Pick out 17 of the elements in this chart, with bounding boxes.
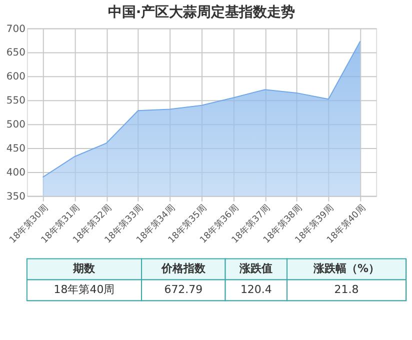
text: 21.8 bbox=[334, 283, 359, 296]
y-tick-label: 600 bbox=[6, 72, 26, 83]
y-tick-label: 450 bbox=[6, 144, 26, 154]
text: 18年第40周 bbox=[54, 283, 115, 296]
chart-title: 中国·产区大蒜周定基指数走势 bbox=[108, 3, 296, 20]
y-tick-label: 400 bbox=[6, 167, 26, 178]
text: 涨跌值 bbox=[238, 262, 273, 276]
text: 672.79 bbox=[164, 283, 203, 296]
y-tick-label: 650 bbox=[6, 48, 26, 59]
text: 价格指数 bbox=[160, 262, 206, 276]
y-tick-label: 500 bbox=[6, 120, 26, 131]
text: 涨跌幅（%） bbox=[312, 262, 380, 276]
text: 120.4 bbox=[240, 283, 272, 296]
y-tick-label: 550 bbox=[6, 96, 26, 107]
y-tick-label: 700 bbox=[6, 24, 26, 35]
text: 期数 bbox=[72, 262, 96, 276]
y-tick-label: 350 bbox=[6, 191, 26, 202]
